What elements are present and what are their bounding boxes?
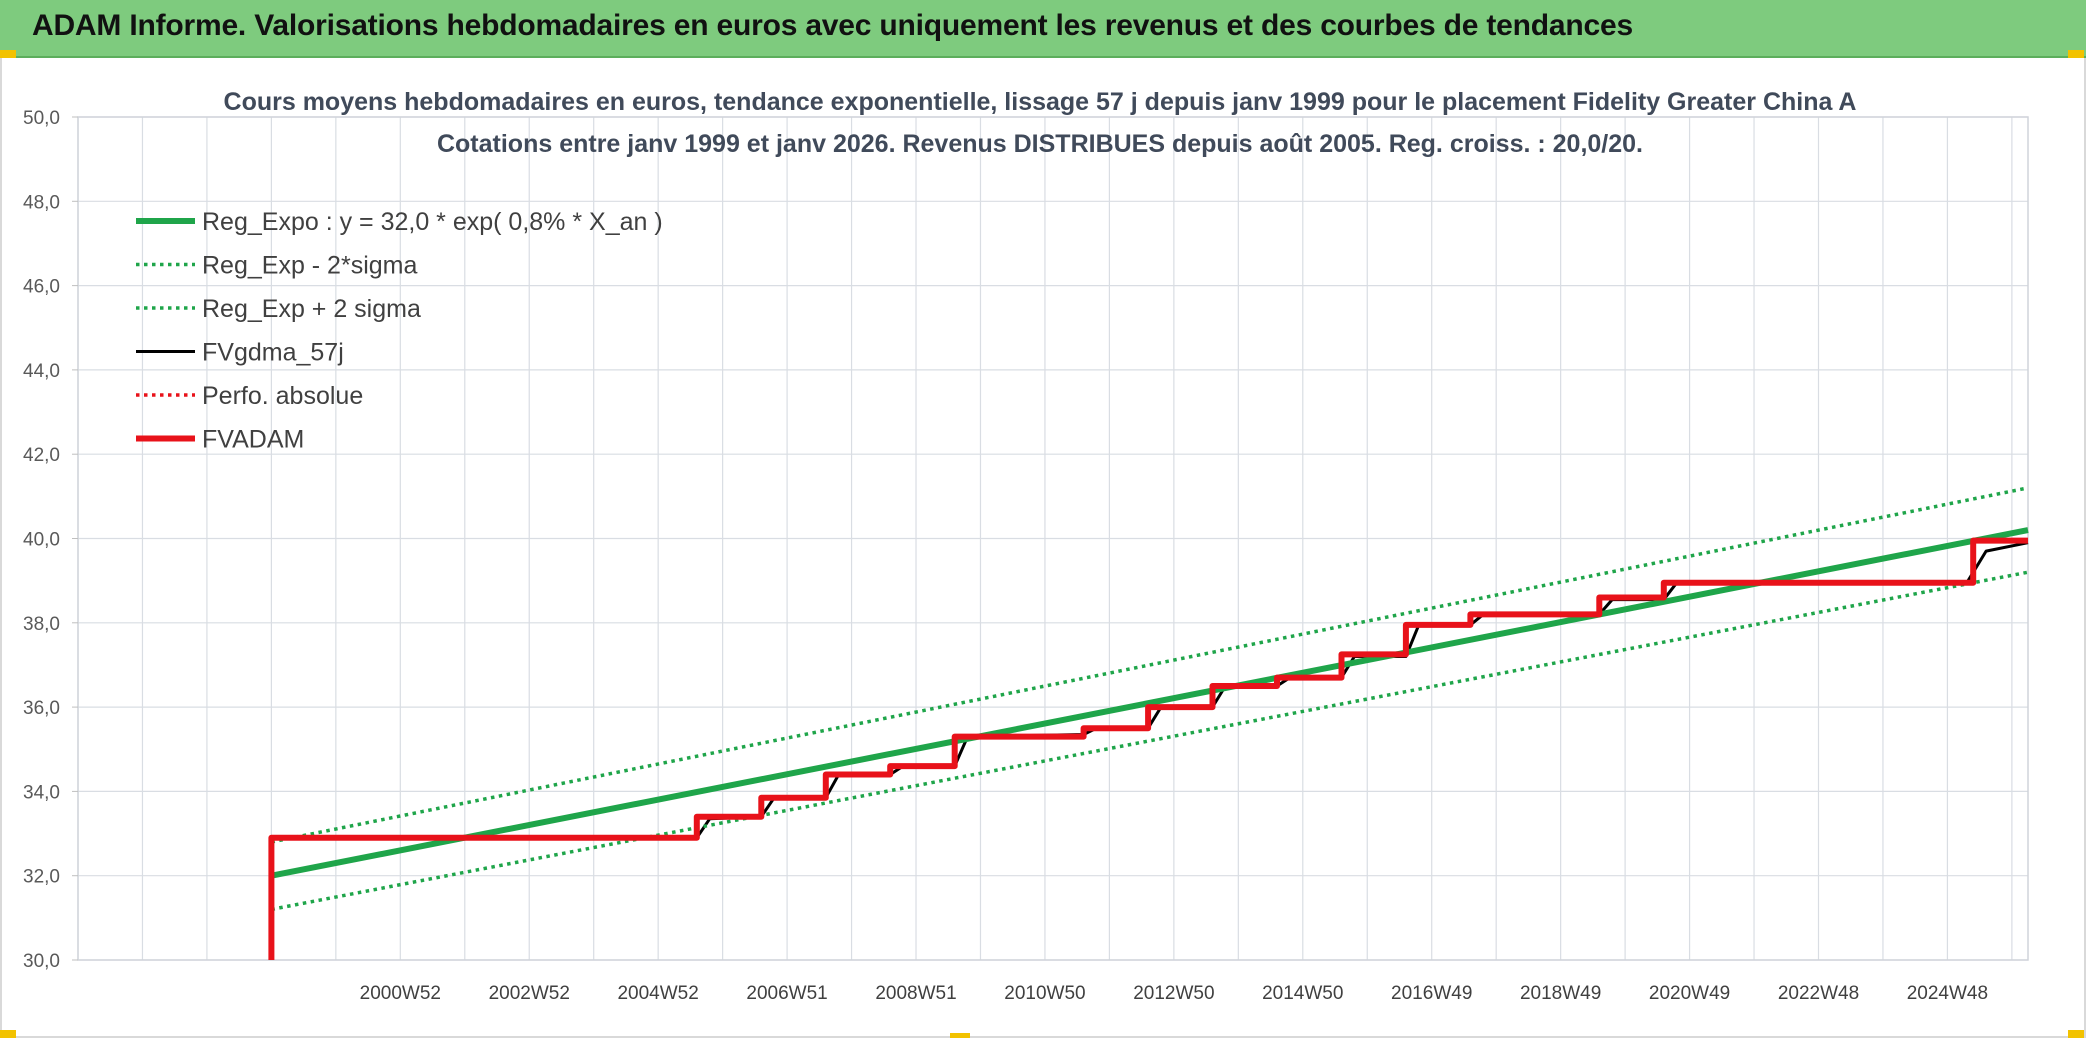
y-axis: 30,0 32,0 34,0 36,0 38,0 40,0 42,0 44,0 46,0 48,0… bbox=[23, 108, 78, 972]
x-tick-label: 2010W50 bbox=[1004, 983, 1085, 1004]
legend-label: Reg_Exp - 2*sigma bbox=[202, 252, 417, 280]
corner-marker bbox=[950, 1033, 970, 1038]
x-tick-label: 2016W49 bbox=[1391, 983, 1472, 1004]
legend-label: FVgdma_57j bbox=[202, 339, 344, 367]
y-tick-label: 40,0 bbox=[23, 530, 60, 551]
legend-label: Perfo. absolue bbox=[202, 382, 363, 410]
chart-gridlines bbox=[77, 116, 2028, 961]
x-tick-label: 2004W52 bbox=[617, 983, 698, 1004]
y-tick-label: 42,0 bbox=[23, 445, 60, 466]
corner-marker bbox=[0, 50, 16, 58]
y-tick-label: 50,0 bbox=[23, 108, 60, 129]
chart-title: Cours moyens hebdomadaires en euros, ten… bbox=[224, 88, 1857, 116]
y-tick-label: 36,0 bbox=[23, 698, 60, 719]
y-tick-label: 38,0 bbox=[23, 614, 60, 635]
x-tick-label: 2008W51 bbox=[875, 983, 956, 1004]
x-tick-label: 2022W48 bbox=[1778, 983, 1859, 1004]
legend-label: Reg_Exp + 2 sigma bbox=[202, 295, 421, 323]
y-tick-label: 32,0 bbox=[23, 867, 60, 888]
legend-label: Reg_Expo : y = 32,0 * exp( 0,8% * X_an ) bbox=[202, 208, 663, 236]
x-tick-label: 2020W49 bbox=[1649, 983, 1730, 1004]
series-line bbox=[271, 570, 2029, 912]
corner-marker bbox=[2068, 1030, 2084, 1038]
x-tick-label: 2000W52 bbox=[360, 983, 441, 1004]
series-line bbox=[270, 527, 2029, 879]
x-tick-label: 2024W48 bbox=[1907, 983, 1988, 1004]
series-line bbox=[268, 537, 2028, 960]
series-line bbox=[271, 486, 2029, 844]
x-tick-label: 2006W51 bbox=[746, 983, 827, 1004]
y-tick-label: 48,0 bbox=[23, 192, 60, 213]
x-tick-label: 2012W50 bbox=[1133, 983, 1214, 1004]
x-tick-label: 2002W52 bbox=[489, 983, 570, 1004]
x-tick-label: 2018W49 bbox=[1520, 983, 1601, 1004]
corner-marker bbox=[0, 1030, 16, 1038]
report-title: ADAM Informe. Valorisations hebdomadaire… bbox=[32, 9, 1633, 42]
x-axis: 2000W52 2002W52 2004W52 2006W51 2008W51 2010W… bbox=[360, 983, 1988, 1004]
y-tick-label: 46,0 bbox=[23, 277, 60, 298]
corner-marker bbox=[2068, 50, 2084, 58]
chart-subtitle: Cotations entre janv 1999 et janv 2026. … bbox=[437, 130, 1643, 158]
series-line bbox=[271, 541, 2029, 840]
y-tick-label: 44,0 bbox=[23, 361, 60, 382]
chart-series bbox=[268, 486, 2029, 960]
legend-label: FVADAM bbox=[202, 426, 304, 454]
y-tick-label: 30,0 bbox=[23, 951, 60, 972]
y-tick-label: 34,0 bbox=[23, 782, 60, 803]
legend: Reg_Expo : y = 32,0 * exp( 0,8% * X_an )… bbox=[136, 208, 663, 454]
report-banner: ADAM Informe. Valorisations hebdomadaire… bbox=[0, 0, 2086, 58]
x-tick-label: 2014W50 bbox=[1262, 983, 1343, 1004]
